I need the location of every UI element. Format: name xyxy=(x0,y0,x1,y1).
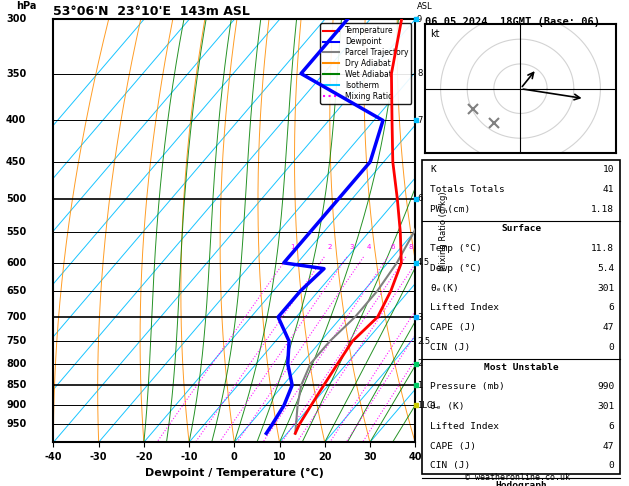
Text: 1: 1 xyxy=(417,381,422,390)
Text: 990: 990 xyxy=(597,382,615,391)
Text: K: K xyxy=(430,165,436,174)
Text: 800: 800 xyxy=(6,359,26,369)
Text: 41: 41 xyxy=(603,185,615,194)
Text: 9: 9 xyxy=(417,15,422,24)
Text: 5.4: 5.4 xyxy=(597,264,615,273)
Text: 600: 600 xyxy=(6,258,26,268)
Text: Lifted Index: Lifted Index xyxy=(430,422,499,431)
Text: 900: 900 xyxy=(6,400,26,410)
Text: 550: 550 xyxy=(6,227,26,237)
Text: 1: 1 xyxy=(291,244,295,250)
Text: 47: 47 xyxy=(603,323,615,332)
Text: 750: 750 xyxy=(6,336,26,346)
Text: Surface: Surface xyxy=(501,225,541,233)
Text: 3: 3 xyxy=(417,312,422,322)
Text: 2: 2 xyxy=(327,244,331,250)
Text: Dewp (°C): Dewp (°C) xyxy=(430,264,482,273)
Text: kt: kt xyxy=(430,30,440,39)
Text: 350: 350 xyxy=(6,69,26,79)
Text: 301: 301 xyxy=(597,283,615,293)
Text: 6: 6 xyxy=(608,303,615,312)
Text: 6: 6 xyxy=(608,422,615,431)
Text: 6: 6 xyxy=(417,194,422,203)
Text: 500: 500 xyxy=(6,194,26,204)
Text: Pressure (mb): Pressure (mb) xyxy=(430,382,504,391)
Text: 47: 47 xyxy=(603,442,615,451)
Text: CAPE (J): CAPE (J) xyxy=(430,442,476,451)
Text: 400: 400 xyxy=(6,116,26,125)
Text: 8: 8 xyxy=(417,69,422,78)
Text: CAPE (J): CAPE (J) xyxy=(430,323,476,332)
Text: Lifted Index: Lifted Index xyxy=(430,303,499,312)
Text: 4.5: 4.5 xyxy=(417,259,430,267)
Text: 650: 650 xyxy=(6,286,26,296)
Text: 450: 450 xyxy=(6,157,26,167)
Text: 8: 8 xyxy=(408,244,413,250)
Text: 700: 700 xyxy=(6,312,26,322)
Text: Mixing Ratio (g/kg): Mixing Ratio (g/kg) xyxy=(438,191,448,271)
Text: 850: 850 xyxy=(6,380,26,390)
Text: © weatheronline.co.uk: © weatheronline.co.uk xyxy=(465,473,569,482)
Text: Temp (°C): Temp (°C) xyxy=(430,244,482,253)
Text: 1.18: 1.18 xyxy=(591,205,615,213)
Text: CIN (J): CIN (J) xyxy=(430,461,470,470)
X-axis label: Dewpoint / Temperature (°C): Dewpoint / Temperature (°C) xyxy=(145,468,324,478)
Text: km
ASL: km ASL xyxy=(417,0,433,11)
Legend: Temperature, Dewpoint, Parcel Trajectory, Dry Adiabat, Wet Adiabat, Isotherm, Mi: Temperature, Dewpoint, Parcel Trajectory… xyxy=(320,23,411,104)
Text: 2: 2 xyxy=(417,359,422,368)
Text: PW (cm): PW (cm) xyxy=(430,205,470,213)
Text: 10: 10 xyxy=(603,165,615,174)
Text: CIN (J): CIN (J) xyxy=(430,343,470,352)
Text: 4: 4 xyxy=(366,244,370,250)
Text: 11.8: 11.8 xyxy=(591,244,615,253)
Text: 1LCL: 1LCL xyxy=(417,401,437,410)
Text: 0: 0 xyxy=(608,461,615,470)
Text: 53°06'N  23°10'E  143m ASL: 53°06'N 23°10'E 143m ASL xyxy=(53,5,250,18)
Text: 300: 300 xyxy=(6,15,26,24)
Text: hPa: hPa xyxy=(16,1,36,11)
Text: 6: 6 xyxy=(391,244,395,250)
Text: 2.5: 2.5 xyxy=(417,337,430,346)
Text: 3: 3 xyxy=(350,244,354,250)
Text: 06.05.2024  18GMT (Base: 06): 06.05.2024 18GMT (Base: 06) xyxy=(425,17,600,27)
Text: 301: 301 xyxy=(597,402,615,411)
Text: 7: 7 xyxy=(417,116,422,125)
Text: θₑ(K): θₑ(K) xyxy=(430,283,459,293)
Text: 950: 950 xyxy=(6,419,26,429)
Text: Hodograph: Hodograph xyxy=(495,481,547,486)
Text: Most Unstable: Most Unstable xyxy=(484,363,559,372)
Text: Totals Totals: Totals Totals xyxy=(430,185,504,194)
Text: θₑ (K): θₑ (K) xyxy=(430,402,464,411)
Text: 0: 0 xyxy=(608,343,615,352)
